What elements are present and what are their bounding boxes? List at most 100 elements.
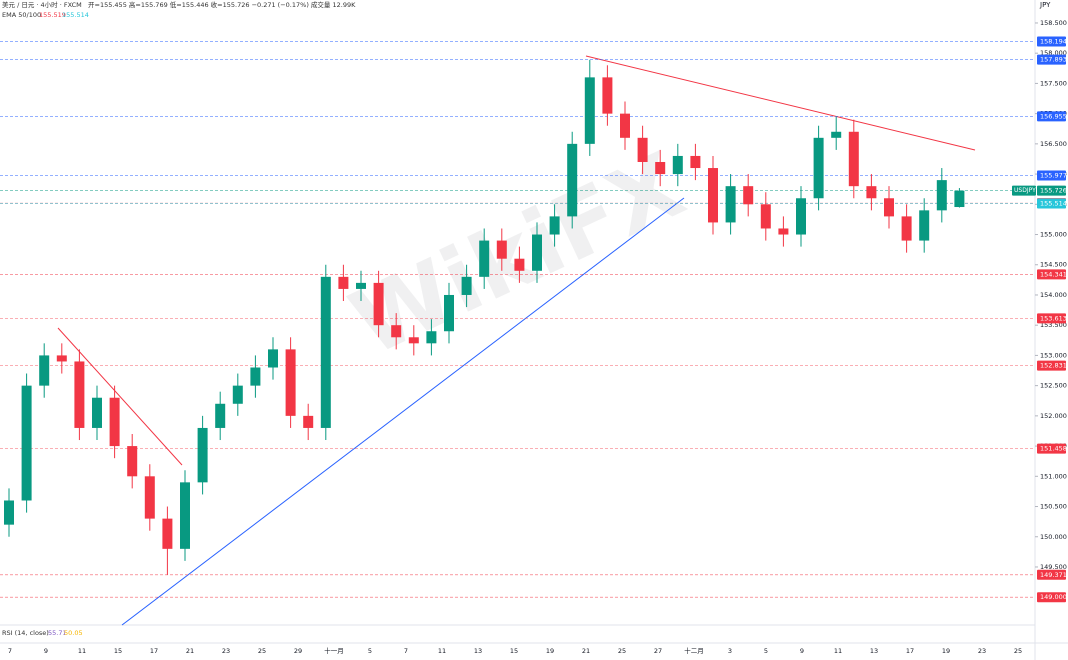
x-tick-label: 21: [582, 647, 590, 655]
y-tick-label: 153.500: [1040, 321, 1067, 329]
level-label: 155.514: [1040, 199, 1067, 207]
level-label-box: [1037, 569, 1066, 580]
candle-body: [884, 198, 894, 217]
y-tick-label: 154.000: [1040, 291, 1067, 299]
candle-body: [954, 190, 965, 208]
x-tick-label: 19: [546, 647, 554, 655]
candle-body: [215, 403, 226, 428]
candle-body: [4, 500, 14, 525]
y-tick-label: 158.500: [1040, 19, 1067, 27]
x-tick-label: 11: [78, 647, 86, 655]
candle-body: [584, 77, 595, 144]
candle-body: [690, 155, 701, 169]
x-tick-label: 25: [1014, 647, 1022, 655]
x-tick-label: 3: [728, 647, 732, 655]
indicator-value: 155.514: [62, 11, 89, 19]
x-tick-label: 13: [474, 647, 482, 655]
y-tick-label: 155.000: [1040, 231, 1067, 239]
candle-body: [672, 155, 683, 175]
y-tick-label: 156.500: [1040, 140, 1067, 148]
level-label-box: [1037, 111, 1066, 122]
x-tick-label: 21: [186, 647, 194, 655]
x-tick-label: 7: [8, 647, 12, 655]
x-tick-label: 25: [258, 647, 266, 655]
candle-body: [901, 216, 912, 241]
trendline: [57, 327, 183, 466]
candle-body: [127, 446, 138, 477]
candle-body: [831, 131, 842, 138]
level-label: 155.726: [1040, 187, 1067, 195]
candle-body: [408, 337, 419, 344]
x-tick-label: 19: [942, 647, 950, 655]
x-tick-label: 11: [438, 647, 446, 655]
x-tick-label: 17: [906, 647, 914, 655]
x-tick-label: 17: [150, 647, 158, 655]
level-label-box: [1037, 170, 1066, 181]
x-tick-label: 11: [834, 647, 842, 655]
x-tick-label: 9: [800, 647, 804, 655]
y-tick-label: 152.000: [1040, 412, 1067, 420]
level-label-box: [1037, 443, 1066, 454]
level-label: 154.341: [1040, 270, 1067, 278]
x-tick-label: 23: [978, 647, 986, 655]
candle-body: [620, 113, 630, 138]
level-label: 157.893: [1040, 56, 1067, 64]
candle-body: [250, 367, 261, 386]
trendline: [121, 197, 685, 626]
candle-body: [320, 276, 331, 428]
level-label-box: [1037, 36, 1066, 47]
candle-body: [708, 168, 718, 223]
rsi-value: 50.05: [64, 629, 83, 637]
x-tick-label: 十一月: [324, 646, 344, 655]
y-tick-label: 150.000: [1040, 533, 1067, 541]
candle-body: [92, 397, 102, 428]
candle-body: [232, 385, 243, 404]
x-tick-label: 十二月: [684, 646, 704, 655]
x-tick-label: 7: [404, 647, 408, 655]
candle-body: [162, 518, 173, 549]
candle-body: [268, 349, 278, 368]
rsi-value: 55.71: [48, 629, 67, 637]
candle-body: [21, 385, 32, 501]
x-tick-label: 29: [294, 647, 302, 655]
candle-body: [602, 77, 613, 114]
y-tick-label: 153.000: [1040, 351, 1067, 359]
candle-body: [936, 180, 947, 211]
candle-body: [338, 276, 349, 289]
candle-body: [919, 210, 930, 241]
y-tick-label: 152.500: [1040, 382, 1067, 390]
candle-body: [796, 198, 806, 235]
level-label: 155.977: [1040, 171, 1067, 179]
candle-body: [303, 415, 314, 428]
candle-body: [444, 294, 454, 332]
candle-body: [74, 361, 85, 428]
candle-body: [655, 161, 666, 175]
candle-body: [197, 427, 208, 483]
symbol-title: 美元 / 日元 · 4小时 · FXCM: [2, 0, 82, 9]
candle-body: [514, 258, 525, 271]
x-tick-label: 23: [222, 647, 230, 655]
candle-body: [848, 131, 859, 187]
candle-body: [56, 355, 67, 362]
candle-body: [549, 216, 560, 235]
y-tick-label: 158.000: [1040, 49, 1067, 57]
y-tick-label: 150.500: [1040, 503, 1067, 511]
level-label-box: [1037, 185, 1066, 196]
x-tick-label: 5: [764, 647, 768, 655]
candle-body: [356, 282, 366, 289]
x-tick-label: 15: [114, 647, 122, 655]
level-label: 149.371: [1040, 571, 1067, 579]
candle-body: [778, 228, 789, 235]
candle-body: [391, 325, 402, 338]
x-tick-label: 27: [654, 647, 662, 655]
candle-body: [725, 186, 736, 223]
candle-body: [532, 234, 542, 271]
level-label: 152.831: [1040, 362, 1067, 370]
y-tick-label: 154.500: [1040, 261, 1067, 269]
level-label: 158.194: [1040, 37, 1067, 45]
candle-body: [39, 355, 50, 386]
level-label-box: [1037, 592, 1066, 603]
candle-body: [109, 397, 120, 447]
y-tick-label: 151.000: [1040, 472, 1067, 480]
